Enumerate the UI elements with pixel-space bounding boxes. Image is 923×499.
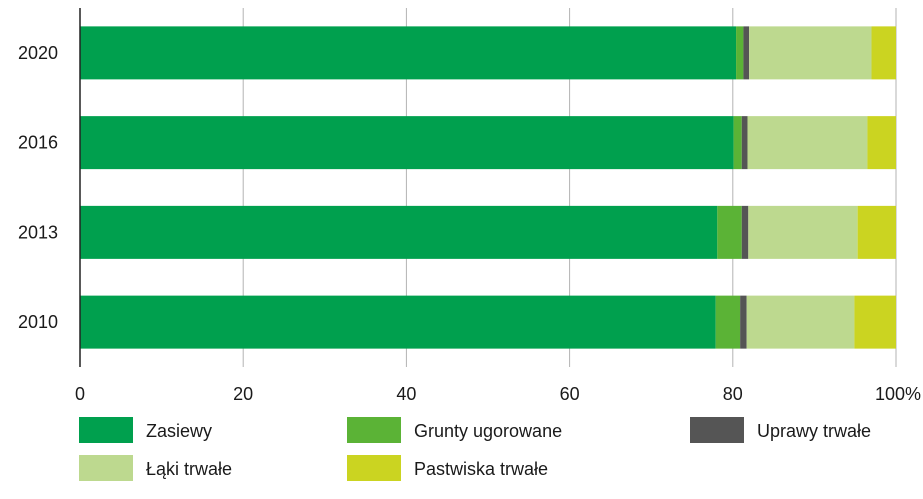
bar-segment	[743, 26, 750, 80]
bar-segment	[80, 205, 718, 259]
bar-segment	[80, 116, 734, 170]
x-tick-label: 80	[723, 384, 743, 404]
bar-segment	[717, 205, 742, 259]
legend-label: Pastwiska trwałe	[414, 459, 548, 479]
bar-segment	[741, 116, 748, 170]
legend-swatch	[690, 417, 744, 443]
x-tick-label: 0	[75, 384, 85, 404]
x-tick-label: 40	[396, 384, 416, 404]
x-tick-label: 60	[560, 384, 580, 404]
bar-segment	[748, 205, 858, 259]
legend-swatch	[79, 455, 133, 481]
bar-segment	[80, 295, 716, 349]
bar-segment	[867, 116, 896, 170]
bar-segment	[871, 26, 896, 80]
x-tick-labels: 0 20 40 60 80 100%	[75, 384, 921, 404]
legend-swatch	[347, 455, 401, 481]
bar-segment	[747, 116, 868, 170]
legend-label: Zasiewy	[146, 421, 212, 441]
legend-label: Łąki trwałe	[146, 459, 232, 479]
bar-segment	[715, 295, 741, 349]
legend-swatch	[79, 417, 133, 443]
legend-label: Uprawy trwałe	[757, 421, 871, 441]
legend-label: Grunty ugorowane	[414, 421, 562, 441]
bar-segment	[80, 26, 737, 80]
category-label: 2020	[18, 43, 58, 63]
bar-segment	[857, 205, 896, 259]
x-tick-label: 20	[233, 384, 253, 404]
category-labels: 2020 2016 2013 2010	[18, 43, 58, 332]
legend-swatch	[347, 417, 401, 443]
category-label: 2016	[18, 133, 58, 153]
category-label: 2013	[18, 222, 58, 242]
bar-segment	[736, 26, 744, 80]
bar-segment	[854, 295, 896, 349]
bar-segment	[740, 295, 747, 349]
bars	[80, 26, 896, 349]
bar-segment	[749, 26, 872, 80]
legend: Zasiewy Grunty ugorowane Uprawy trwałe Łąki…	[79, 417, 871, 481]
bar-segment	[746, 295, 855, 349]
x-tick-label: 100%	[875, 384, 921, 404]
category-label: 2010	[18, 312, 58, 332]
bar-segment	[741, 205, 749, 259]
bar-segment	[733, 116, 742, 170]
